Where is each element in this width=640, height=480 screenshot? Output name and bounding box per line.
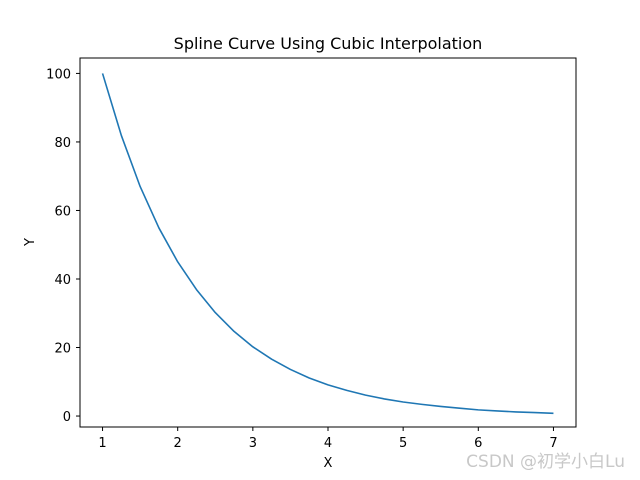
plot-area [101, 73, 554, 415]
x-axis-label: X [324, 456, 333, 471]
y-tick-label: 0 [63, 410, 71, 425]
axes-frame [79, 57, 577, 428]
y-axis-label: Y [23, 238, 38, 247]
y-tick-label: 80 [54, 136, 71, 151]
x-tick-label: 4 [324, 436, 332, 451]
x-tick-label: 5 [399, 436, 407, 451]
x-tick-label: 6 [474, 436, 482, 451]
series-line [101, 73, 554, 415]
x-tick-label: 2 [174, 436, 182, 451]
y-tick-label: 100 [46, 67, 71, 82]
x-tick-label: 7 [549, 436, 557, 451]
x-tick-label: 1 [98, 436, 106, 451]
y-tick-label: 60 [54, 204, 71, 219]
chart-title: Spline Curve Using Cubic Interpolation [174, 34, 483, 53]
y-tick-label: 40 [54, 273, 71, 288]
axis-ticks: 1 2 3 4 5 6 7 0 20 40 60 80 100 [46, 67, 557, 451]
y-tick-label: 20 [54, 342, 71, 357]
x-tick-label: 3 [249, 436, 257, 451]
watermark: CSDN @初学小白Lu [466, 452, 625, 472]
